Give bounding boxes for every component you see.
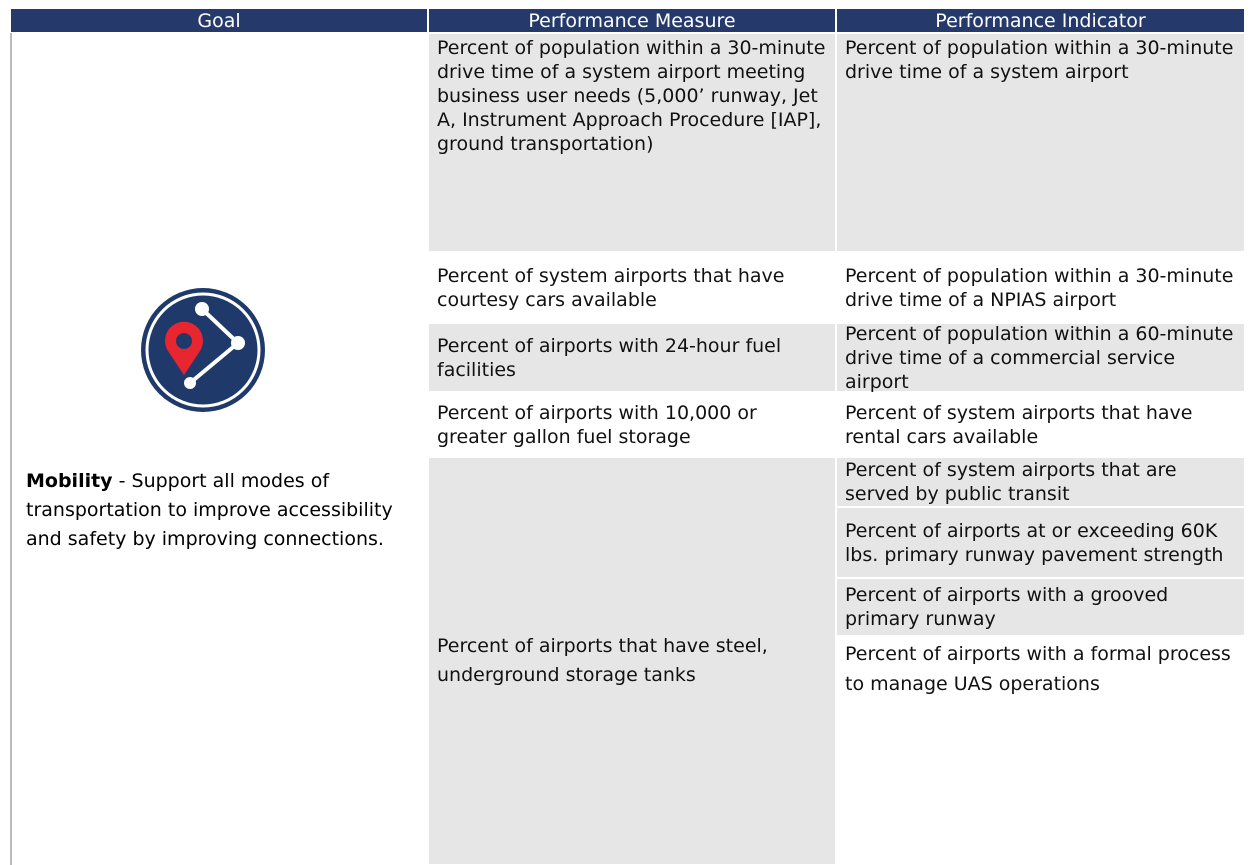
measure-cell: Percent of system airports that have cou… (428, 252, 836, 323)
measure-cell: Percent of airports that have steel, und… (428, 457, 836, 865)
header-cell: Performance Indicator (836, 8, 1245, 33)
measure-cell: Percent of population within a 30-minute… (428, 33, 836, 252)
mobility-icon (141, 288, 265, 412)
indicator-cell: Percent of airports with a formal proces… (836, 636, 1245, 865)
indicator-cell: Percent of population within a 30-minute… (836, 33, 1245, 252)
measure-cell: Percent of airports with 10,000 or great… (428, 392, 836, 457)
indicator-cell: Percent of system airports that are serv… (836, 457, 1245, 507)
goal-text: Mobility - Support all modes of transpor… (26, 467, 416, 554)
goal-description: - Support all modes of transportation to… (26, 470, 393, 550)
indicator-cell: Percent of system airports that have ren… (836, 392, 1245, 457)
measure-cell: Percent of airports with 24-hour fuel fa… (428, 323, 836, 392)
indicator-cell: Percent of airports with a grooved prima… (836, 578, 1245, 636)
goal-cell: Mobility - Support all modes of transpor… (10, 33, 428, 865)
indicator-cell: Percent of population within a 60-minute… (836, 323, 1245, 393)
indicator-cell: Percent of airports at or exceeding 60K … (836, 507, 1245, 578)
header-cell: Goal (10, 8, 428, 33)
goal-label: Mobility (26, 470, 113, 492)
header-cell: Performance Measure (428, 8, 836, 33)
indicator-cell: Percent of population within a 30-minute… (836, 252, 1245, 323)
